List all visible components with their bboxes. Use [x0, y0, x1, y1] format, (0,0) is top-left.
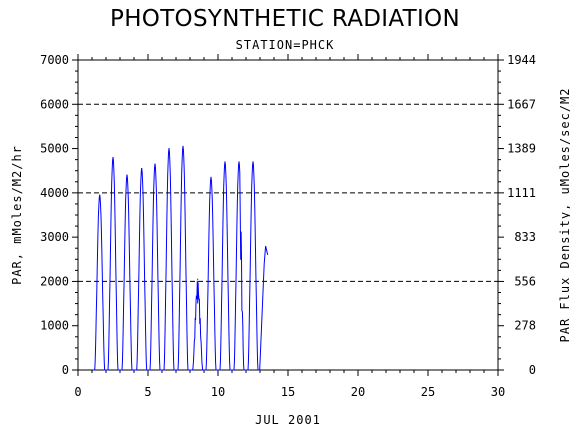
data-point: [141, 167, 143, 170]
y-tick-label: 0: [62, 363, 69, 377]
x-tick-label: 15: [281, 385, 295, 399]
x-tick-label: 20: [351, 385, 365, 399]
x-tick-label: 10: [211, 385, 225, 399]
y2-tick-label: 833: [514, 230, 536, 244]
tick-labels: 0 5 10 15 20 25 30 0 1000 2000 3000 4000 5000 6000 700…: [40, 53, 536, 399]
gridlines: [78, 103, 498, 282]
y2-tick-label: 1111: [507, 186, 536, 200]
y-tick-label: 5000: [40, 142, 69, 156]
y-tick-label: 6000: [40, 97, 69, 111]
chart-subtitle: STATION=PHCK: [235, 38, 335, 52]
data-point: [99, 194, 101, 196]
y-tick-label: 3000: [40, 230, 69, 244]
y2-tick-label: 1944: [507, 53, 536, 67]
series-line: [93, 146, 269, 371]
data-point: [154, 163, 156, 165]
data-point: [112, 156, 114, 159]
data-point: [126, 174, 128, 176]
y-tick-label: 1000: [40, 319, 69, 333]
x-axis-title: JUL 2001: [255, 413, 321, 427]
plot-frame: [77, 59, 499, 371]
data-point: [197, 278, 199, 280]
data-point: [182, 145, 184, 147]
data-point: [252, 161, 254, 163]
axis-ticks: [72, 54, 504, 376]
chart-title: PHOTOSYNTHETIC RADIATION: [110, 6, 460, 32]
data-point: [210, 176, 212, 178]
y-tick-label: 4000: [40, 186, 69, 200]
x-tick-label: 25: [421, 385, 435, 399]
x-tick-label: 5: [144, 385, 151, 399]
y2-tick-label: 278: [514, 319, 536, 333]
y-tick-label: 7000: [40, 53, 69, 67]
y2-tick-label: 556: [514, 274, 536, 288]
data-point: [168, 147, 170, 150]
y2-tick-label: 0: [529, 363, 536, 377]
data-point: [224, 161, 226, 163]
x-tick-label: 30: [491, 385, 505, 399]
y2-tick-label: 1389: [507, 142, 536, 156]
data-point: [238, 161, 240, 163]
x-tick-label: 0: [74, 385, 81, 399]
y2-tick-label: 1667: [507, 97, 536, 111]
y-axis-title: PAR, mMoles/M2/hr: [10, 145, 24, 285]
y-tick-label: 2000: [40, 274, 69, 288]
series-group: [93, 145, 269, 371]
y2-axis-title: PAR Flux Density, uMoles/sec/M2: [558, 88, 570, 343]
